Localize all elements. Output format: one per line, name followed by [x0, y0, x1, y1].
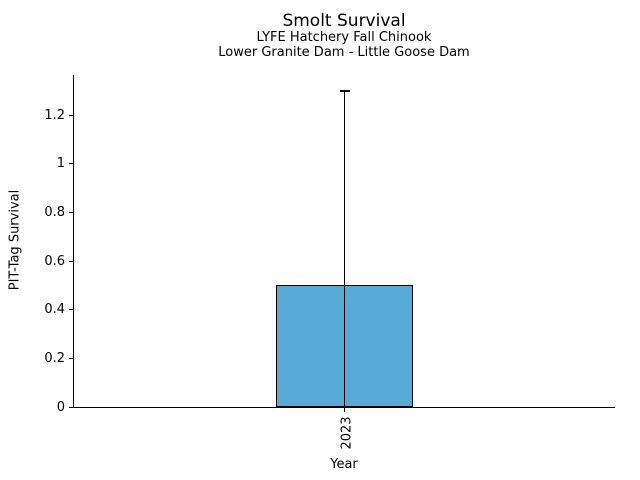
chart-subtitle-line-2: Lower Granite Dam - Little Goose Dam: [218, 45, 470, 60]
plot-area: 0 0.2 0.4 0.6 0.8 1 1.2: [44, 75, 615, 414]
error-bar-cap-top: [339, 90, 350, 92]
y-tick-label: 0: [56, 399, 65, 415]
y-tick-label: 0.2: [44, 350, 65, 366]
x-tick-label: 2023: [339, 416, 355, 450]
y-tick: [69, 211, 73, 213]
y-tick-label: 0.8: [44, 204, 65, 220]
y-tick: [69, 309, 73, 311]
y-tick: [69, 357, 73, 359]
y-tick: [69, 163, 73, 165]
y-tick-label: 0.6: [44, 253, 65, 269]
x-tick: [344, 408, 345, 412]
y-tick-label: 1.2: [44, 107, 65, 123]
chart-title: Smolt Survival: [282, 11, 406, 31]
y-tick-label: 0.4: [44, 302, 65, 318]
y-tick: [69, 406, 73, 408]
y-tick: [69, 260, 73, 262]
chart-subtitle-line-1: LYFE Hatchery Fall Chinook: [256, 30, 432, 45]
y-tick: [69, 114, 73, 116]
y-axis-label: PIT-Tag Survival: [7, 189, 23, 291]
x-axis-label: Year: [330, 457, 358, 472]
error-bar-line: [343, 90, 346, 407]
y-tick-label: 1: [56, 156, 65, 172]
